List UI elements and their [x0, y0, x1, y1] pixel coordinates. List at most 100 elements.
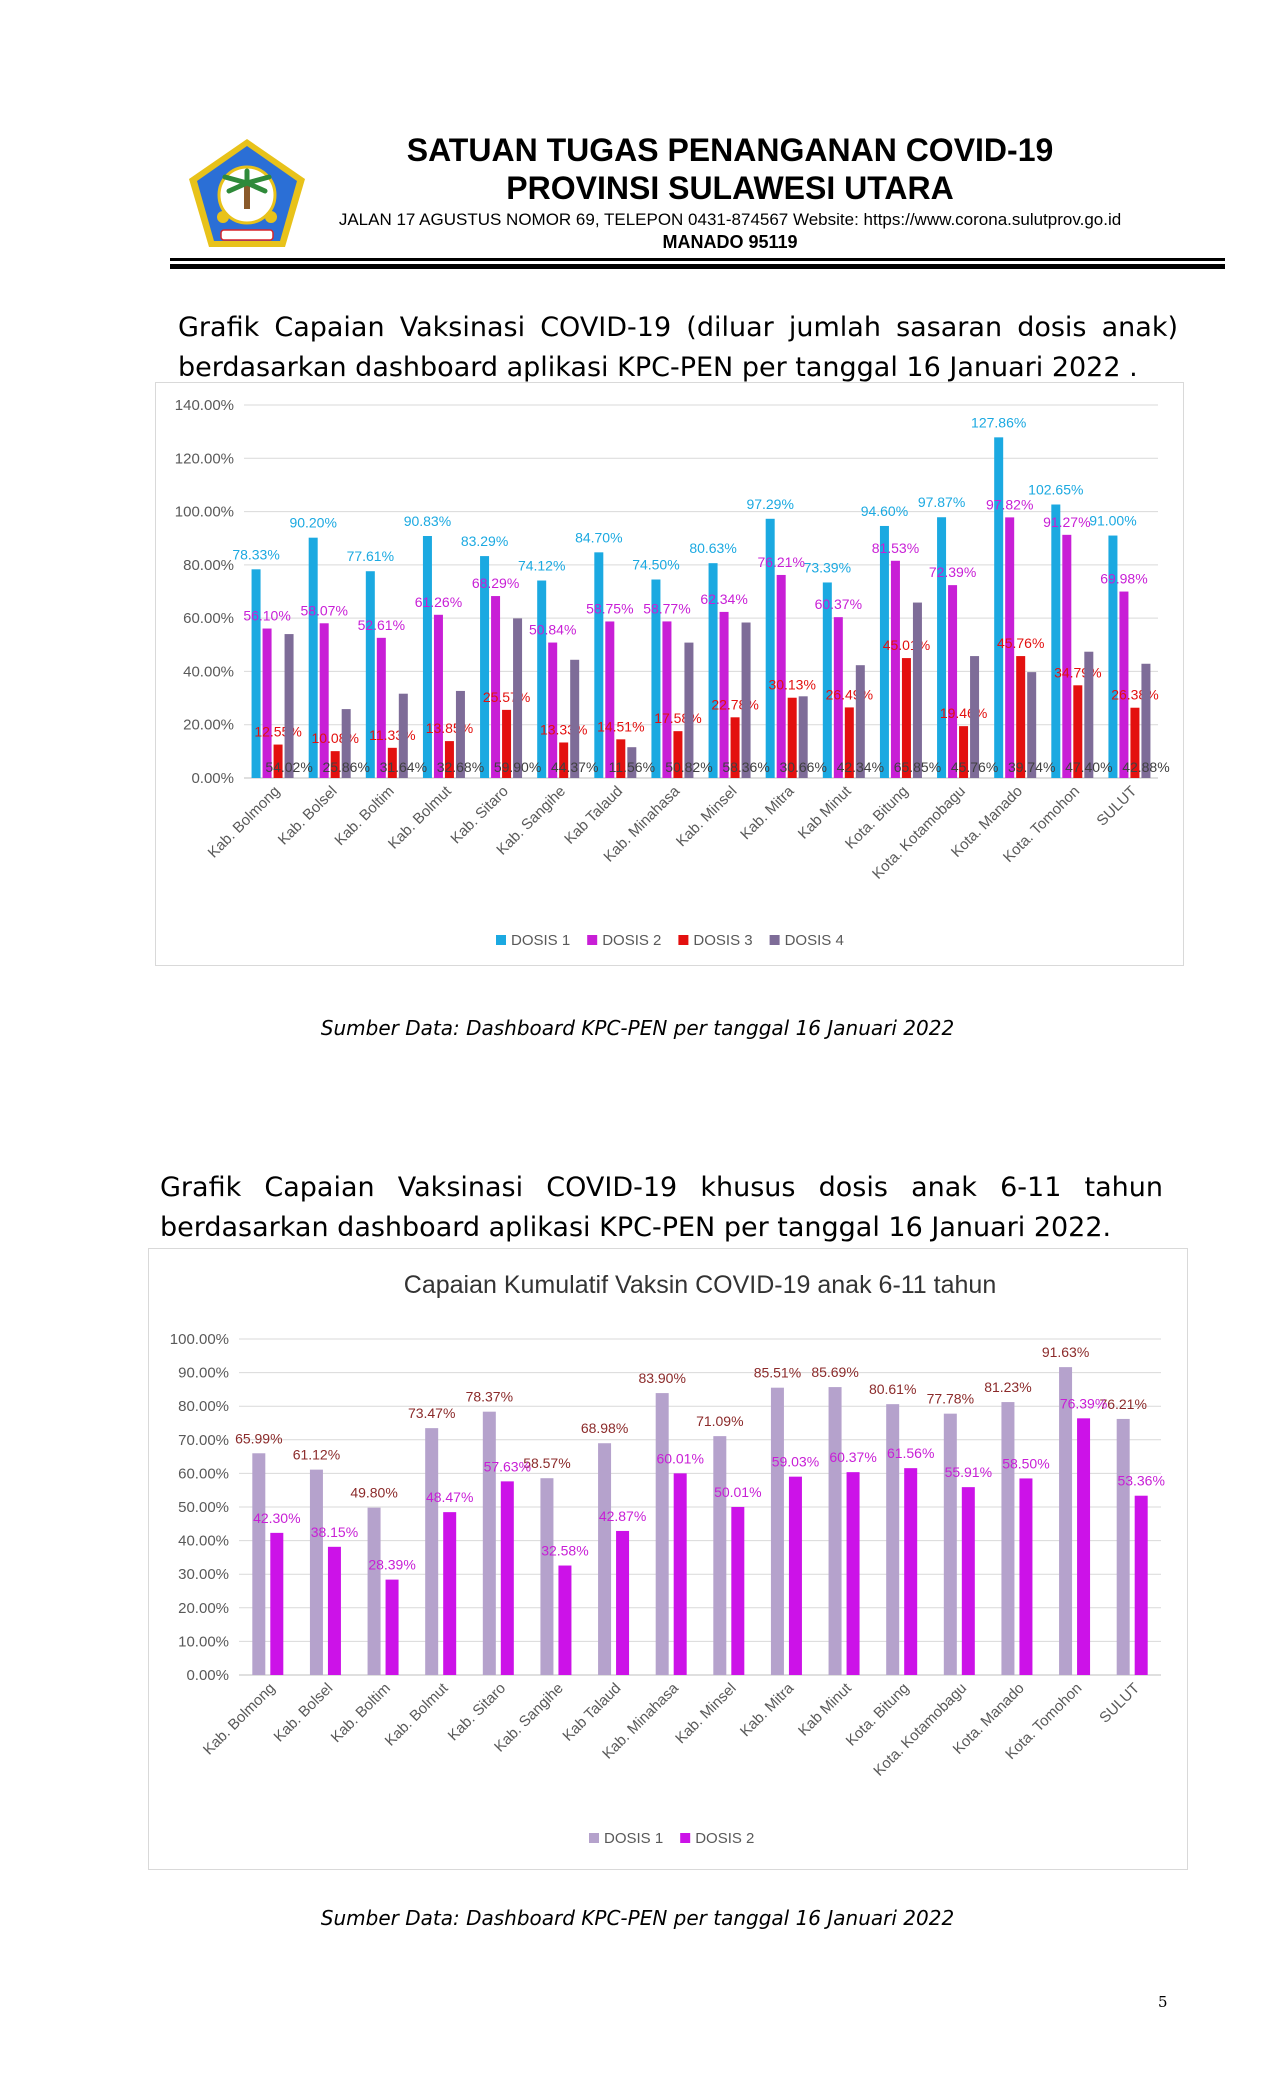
section2-intro: Grafik Capaian Vaksinasi COVID-19 khusus… [160, 1168, 1163, 1248]
data-label: 102.65% [1028, 482, 1083, 498]
data-label: 45.01% [883, 637, 930, 653]
bar-dosis-1 [937, 517, 947, 778]
bar-dosis-1 [1059, 1367, 1073, 1675]
data-label: 85.69% [811, 1364, 858, 1380]
bar-dosis-2 [776, 574, 786, 778]
bar-dosis-1 [252, 1453, 266, 1675]
y-tick-label: 60.00% [178, 1465, 229, 1482]
data-label: 78.33% [232, 546, 279, 562]
data-label: 80.61% [869, 1381, 916, 1397]
x-tick-label: Kab. Bolsel [275, 783, 341, 849]
legend-label: DOSIS 1 [511, 932, 570, 949]
data-label: 11.33% [369, 727, 415, 743]
data-label: 58.57% [523, 1455, 570, 1471]
y-tick-label: 40.00% [178, 1533, 229, 1550]
data-label: 72.39% [929, 564, 976, 580]
data-label: 74.12% [518, 558, 565, 574]
bar-dosis-2 [262, 628, 272, 778]
data-label: 58.50% [1002, 1455, 1049, 1471]
bar-dosis-1 [367, 1507, 381, 1675]
section2-source: Sumber Data: Dashboard KPC-PEN per tangg… [320, 1906, 955, 1930]
bar-dosis-1 [713, 1436, 727, 1675]
bar-dosis-2 [948, 585, 958, 778]
bar-dosis-2 [270, 1532, 284, 1675]
bar-dosis-3 [502, 709, 512, 778]
data-label: 50.01% [714, 1484, 761, 1500]
data-label: 14.51% [597, 718, 644, 734]
bar-dosis-1 [770, 1387, 784, 1675]
data-label: 58.75% [586, 600, 633, 616]
data-label: 50.84% [529, 622, 576, 638]
data-label: 44.37% [551, 759, 598, 775]
data-label: 32.58% [541, 1543, 588, 1559]
section2-intro-line2: berdasarkan dashboard aplikasi KPC-PEN p… [160, 1212, 1112, 1243]
data-label: 34.79% [1054, 664, 1101, 680]
data-label: 55.91% [945, 1464, 992, 1480]
legend-label: DOSIS 2 [602, 932, 661, 949]
bar-dosis-1 [994, 437, 1004, 778]
y-tick-label: 40.00% [183, 663, 234, 680]
page-number: 5 [1158, 1993, 1168, 2011]
data-label: 81.23% [984, 1379, 1031, 1395]
y-tick-label: 20.00% [183, 717, 234, 734]
bar-dosis-1 [537, 580, 547, 778]
legend-swatch [769, 935, 780, 945]
data-label: 77.78% [927, 1391, 974, 1407]
data-label: 91.63% [1042, 1344, 1089, 1360]
data-label: 60.37% [815, 596, 862, 612]
data-label: 59.90% [494, 759, 541, 775]
data-label: 12.55% [254, 724, 301, 740]
bar-dosis-2 [500, 1481, 514, 1675]
legend-swatch [680, 1833, 691, 1843]
y-tick-label: 90.00% [178, 1365, 229, 1382]
y-tick-label: 60.00% [183, 610, 234, 627]
chart2-svg: Capaian Kumulatif Vaksin COVID-19 anak 6… [170, 1271, 1165, 1847]
bar-dosis-4 [970, 656, 980, 778]
data-label: 76.39% [1060, 1395, 1107, 1411]
data-label: 17.58% [654, 710, 701, 726]
y-tick-label: 50.00% [178, 1499, 229, 1516]
bar-dosis-4 [1027, 672, 1037, 778]
bar-dosis-2 [846, 1472, 860, 1675]
data-label: 10.08% [311, 730, 358, 746]
bar-dosis-3 [901, 658, 911, 778]
bar-dosis-1 [422, 536, 432, 778]
bar-dosis-1 [251, 569, 261, 778]
bar-dosis-2 [833, 617, 843, 778]
data-label: 25.57% [483, 689, 530, 705]
bar-dosis-1 [1001, 1402, 1015, 1675]
data-label: 42.88% [1122, 759, 1169, 775]
bar-dosis-4 [1084, 651, 1094, 778]
data-label: 61.26% [415, 594, 462, 610]
bar-dosis-2 [731, 1506, 745, 1675]
bar-dosis-4 [627, 747, 637, 778]
legend-swatch [587, 935, 598, 945]
bar-dosis-2 [904, 1468, 918, 1675]
data-label: 94.60% [861, 503, 908, 519]
legend-label: DOSIS 1 [604, 1830, 663, 1847]
bar-dosis-1 [708, 563, 718, 778]
bar-dosis-4 [570, 659, 580, 778]
data-label: 42.34% [837, 759, 884, 775]
data-label: 65.85% [894, 759, 941, 775]
data-label: 68.98% [581, 1420, 628, 1436]
data-label: 73.47% [408, 1405, 455, 1421]
chart-title: Capaian Kumulatif Vaksin COVID-19 anak 6… [404, 1271, 996, 1299]
data-label: 91.27% [1043, 514, 1090, 530]
y-tick-label: 100.00% [175, 504, 234, 521]
x-tick-label: Kab. Bolmut [382, 1679, 452, 1749]
data-label: 45.76% [997, 635, 1044, 651]
section1-intro-line2: berdasarkan dashboard aplikasi KPC-PEN p… [178, 352, 1138, 383]
bar-dosis-2 [719, 611, 729, 778]
data-label: 83.29% [461, 533, 508, 549]
x-tick-label: Kab Minut [795, 1679, 855, 1739]
data-label: 26.38% [1111, 687, 1158, 703]
bar-dosis-3 [959, 726, 969, 778]
data-label: 60.01% [656, 1450, 703, 1466]
header-address: JALAN 17 AGUSTUS NOMOR 69, TELEPON 0431-… [338, 210, 1122, 229]
x-tick-label: Kab. Bolmong [200, 1680, 279, 1759]
bar-dosis-4 [455, 690, 465, 778]
data-label: 58.77% [643, 600, 690, 616]
x-tick-label: Kab. Minsel [672, 1680, 739, 1747]
y-tick-label: 80.00% [183, 557, 234, 574]
